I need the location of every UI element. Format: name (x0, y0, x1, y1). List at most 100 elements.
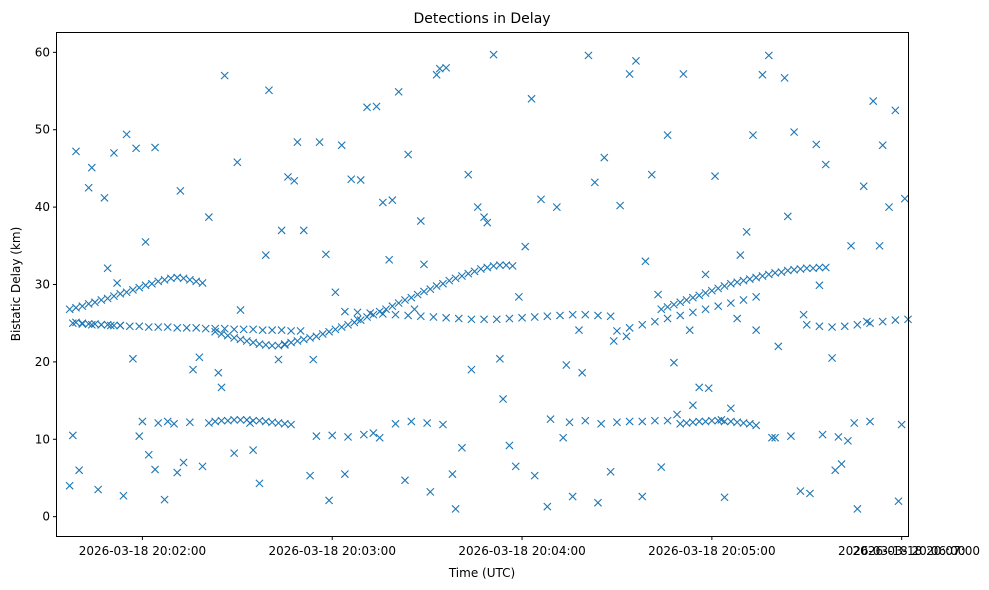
data-point (897, 420, 906, 429)
x-tick-label: 2026-03-18 20:05:00 (648, 544, 775, 558)
data-point (764, 51, 773, 60)
data-point (198, 278, 207, 287)
data-point (264, 86, 273, 95)
data-point (378, 309, 387, 318)
data-point (432, 282, 441, 291)
data-point (726, 299, 735, 308)
data-point (546, 415, 555, 424)
data-point (606, 312, 615, 321)
data-point (733, 278, 742, 287)
data-point (464, 269, 473, 278)
data-point (818, 430, 827, 439)
data-point (663, 416, 672, 425)
data-point (752, 292, 761, 301)
data-point (407, 293, 416, 302)
data-point (340, 307, 349, 316)
data-point (828, 354, 837, 363)
data-point (214, 368, 223, 377)
data-point (309, 355, 318, 364)
data-point (154, 323, 163, 332)
data-point (255, 479, 264, 488)
data-point (831, 466, 840, 475)
data-point (103, 294, 112, 303)
data-point (625, 70, 634, 79)
data-point (802, 264, 811, 273)
data-point (170, 419, 179, 428)
data-point (815, 263, 824, 272)
data-point (296, 326, 305, 335)
data-point (685, 326, 694, 335)
data-point (537, 195, 546, 204)
data-point (654, 290, 663, 299)
data-point (416, 312, 425, 321)
data-point (426, 487, 435, 496)
data-point (135, 432, 144, 441)
data-point (337, 141, 346, 150)
data-point (701, 270, 710, 279)
data-point (442, 313, 451, 322)
data-point (135, 322, 144, 331)
data-point (752, 273, 761, 282)
data-point (277, 326, 286, 335)
data-point (116, 321, 125, 330)
data-point (125, 322, 134, 331)
data-point (742, 227, 751, 236)
data-point (261, 251, 270, 260)
data-point (609, 337, 618, 345)
data-point (783, 212, 792, 221)
data-point (701, 305, 710, 314)
data-point (669, 358, 678, 367)
data-point (122, 130, 131, 139)
data-point (505, 314, 514, 323)
data-point (416, 217, 425, 226)
data-point (68, 431, 77, 440)
data-point (714, 284, 723, 293)
x-tick-label: 2026-03-18 20:03:00 (269, 544, 396, 558)
data-point (568, 492, 577, 501)
data-point (726, 279, 735, 288)
data-point (394, 87, 403, 96)
data-point (87, 320, 96, 329)
data-point (119, 491, 128, 500)
data-point (815, 281, 824, 290)
data-point (287, 338, 296, 347)
data-point (128, 285, 137, 294)
data-point (287, 420, 296, 429)
data-point (198, 462, 207, 471)
data-point (612, 418, 621, 427)
data-point (850, 419, 859, 428)
data-point (584, 51, 593, 60)
data-point (796, 487, 805, 496)
data-point (154, 277, 163, 286)
data-point (249, 446, 258, 455)
data-point (476, 265, 485, 274)
data-point (707, 286, 716, 295)
data-point (204, 419, 213, 428)
data-point (144, 450, 153, 459)
data-point (593, 311, 602, 320)
data-point (71, 303, 80, 312)
data-point (217, 416, 226, 425)
data-point (189, 365, 198, 374)
data-point (306, 333, 315, 342)
data-point (138, 417, 147, 426)
data-point (467, 315, 476, 324)
data-point (739, 295, 748, 304)
data-point (97, 320, 106, 329)
y-tick-label: 20 (35, 355, 50, 369)
x-tick-label: 2026-03-18 20:04:00 (458, 544, 585, 558)
data-point (663, 314, 672, 323)
data-point (581, 310, 590, 319)
data-point (372, 102, 381, 111)
chart-title: Detections in Delay (413, 11, 550, 27)
data-point (185, 418, 194, 427)
data-point (853, 504, 862, 513)
data-point (65, 305, 74, 314)
data-point (268, 326, 277, 335)
data-point (593, 498, 602, 507)
data-point (84, 183, 93, 192)
data-point (87, 163, 96, 172)
data-point (695, 417, 704, 426)
data-point (258, 326, 267, 335)
